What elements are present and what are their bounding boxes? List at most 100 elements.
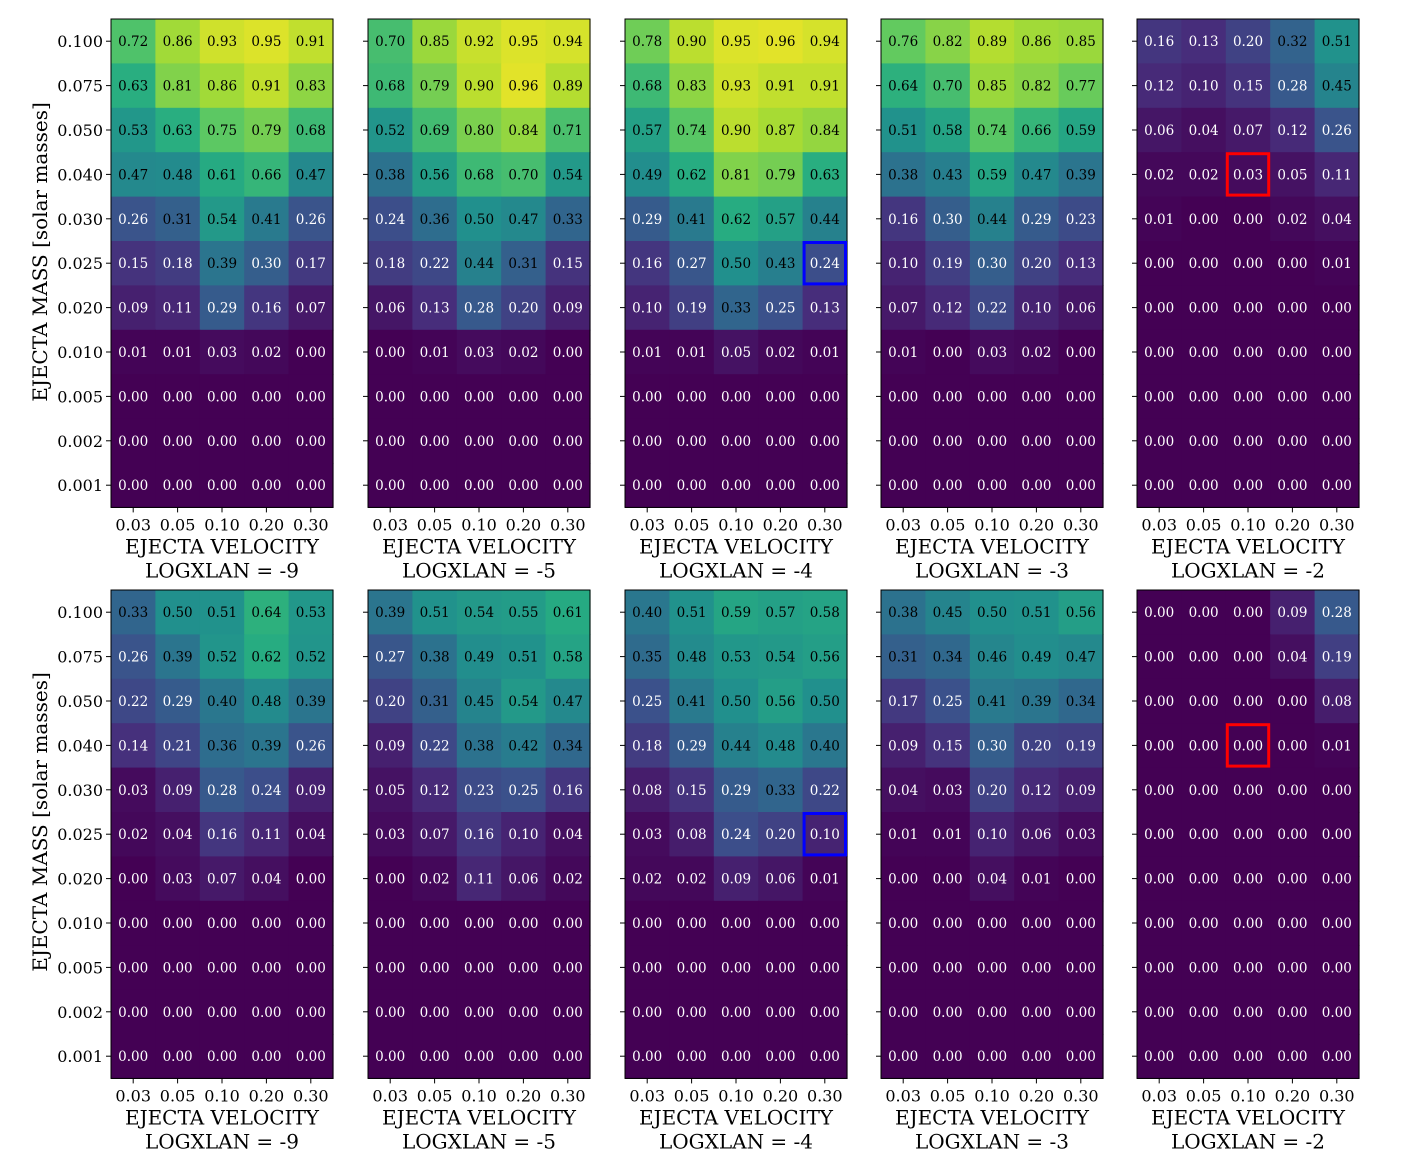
cell-value-label: 0.08 — [632, 783, 662, 799]
heatmap-cell — [456, 723, 502, 769]
x-tick-label: 0.20 — [763, 515, 799, 534]
heatmap-cell — [1270, 634, 1316, 680]
heatmap-cell — [1270, 285, 1316, 331]
cell-value-label: 0.12 — [1021, 783, 1051, 799]
cell-value-label: 0.15 — [677, 783, 707, 799]
cell-value-label: 0.77 — [1066, 79, 1096, 95]
heatmap-cell — [1137, 945, 1182, 991]
heatmap-cell — [925, 196, 971, 242]
cell-value-label: 0.49 — [1021, 650, 1051, 666]
cell-value-label: 0.03 — [977, 345, 1007, 361]
cell-value-label: 0.00 — [1233, 783, 1263, 799]
heatmap-cell — [501, 856, 547, 902]
heatmap-cell — [881, 989, 926, 1035]
cell-value-label: 0.47 — [296, 167, 326, 183]
y-tick-label: 0.002 — [57, 1003, 103, 1022]
heatmap-cell — [625, 329, 670, 375]
heatmap-cell — [758, 723, 804, 769]
heatmap-cell — [412, 590, 458, 635]
heatmap-panel: 0.39 0.51 0.54 0.55 0.61 0.27 0.38 0.49 0.51 0.58… — [363, 589, 591, 1153]
cell-value-label: 0.51 — [1322, 34, 1352, 50]
cell-value-label: 0.52 — [207, 650, 237, 666]
cell-value-label: 0.39 — [163, 650, 193, 666]
cell-value-label: 0.20 — [1021, 738, 1051, 754]
heatmap-cell — [501, 107, 547, 153]
heatmap-cell — [456, 900, 502, 946]
heatmap-cell — [412, 418, 458, 464]
cell-value-label: 0.38 — [375, 167, 405, 183]
cell-value-label: 0.00 — [1144, 738, 1174, 754]
highlight-box — [802, 812, 847, 857]
heatmap-cell — [244, 634, 290, 680]
cell-value-label: 0.20 — [765, 827, 795, 843]
heatmap-cell — [669, 152, 715, 198]
heatmap-cell — [1225, 945, 1271, 991]
heatmap-cell — [1058, 945, 1104, 991]
heatmap-cell — [456, 418, 502, 464]
heatmap-cell — [501, 196, 547, 242]
heatmap-cell — [669, 19, 715, 64]
heatmap-cell — [111, 374, 156, 420]
cell-value-label: 0.04 — [163, 827, 193, 843]
heatmap-cell — [1181, 107, 1227, 153]
cell-value-label: 0.00 — [1066, 916, 1096, 932]
cell-value-label: 0.29 — [1021, 212, 1051, 228]
heatmap-cell — [111, 945, 156, 991]
heatmap-cell — [199, 1034, 245, 1079]
heatmap-cell — [288, 856, 334, 902]
heatmap-cell — [456, 463, 502, 508]
heatmap-cell — [456, 152, 502, 198]
cell-value-label: 0.00 — [296, 434, 326, 450]
heatmap-cell — [155, 418, 201, 464]
heatmap-cell — [669, 590, 715, 635]
heatmap-cell — [969, 900, 1015, 946]
cell-value-label: 0.96 — [765, 34, 795, 50]
cell-value-label: 0.12 — [1144, 79, 1174, 95]
cell-value-label: 0.48 — [765, 738, 795, 754]
cell-value-label: 0.43 — [933, 167, 963, 183]
heatmap-cell — [925, 329, 971, 375]
heatmap-cell — [1225, 463, 1271, 508]
cell-value-label: 0.13 — [1189, 34, 1219, 50]
heatmap-cell — [545, 329, 591, 375]
heatmap-cell — [155, 107, 201, 153]
heatmap-cell — [1181, 19, 1227, 64]
heatmap-cell — [288, 19, 334, 64]
cell-value-label: 0.00 — [163, 1049, 193, 1065]
cell-value-label: 0.28 — [464, 301, 494, 317]
cell-value-label: 0.00 — [810, 434, 840, 450]
cell-value-label: 0.00 — [1144, 960, 1174, 976]
cell-value-label: 0.00 — [1021, 389, 1051, 405]
cell-value-label: 0.00 — [888, 389, 918, 405]
x-tick-label: 0.20 — [1275, 515, 1311, 534]
cell-value-label: 0.95 — [251, 34, 281, 50]
cell-value-label: 0.00 — [1277, 783, 1307, 799]
cell-value-label: 0.01 — [1021, 872, 1051, 888]
x-tick-label: 0.10 — [1230, 1086, 1266, 1105]
heatmap-cell — [1225, 418, 1271, 464]
heatmap-cell — [545, 285, 591, 331]
heatmap-cell — [111, 63, 156, 109]
cell-value-label: 0.25 — [632, 694, 662, 710]
heatmap-cell — [1058, 63, 1104, 109]
cell-value-label: 0.24 — [721, 827, 751, 843]
cell-value-label: 0.64 — [888, 79, 918, 95]
heatmap-cell — [288, 1034, 334, 1079]
heatmap-cell — [1058, 374, 1104, 420]
heatmap-cell — [969, 152, 1015, 198]
heatmap-cell — [713, 1034, 759, 1079]
heatmap-cell — [199, 856, 245, 902]
cell-value-label: 0.14 — [118, 738, 148, 754]
heatmap-cell — [244, 678, 290, 724]
heatmap-cell — [244, 1034, 290, 1079]
cell-value-label: 0.81 — [721, 167, 751, 183]
heatmap-cell — [111, 723, 156, 769]
heatmap-cell — [1014, 418, 1060, 464]
cell-value-label: 0.12 — [420, 783, 450, 799]
heatmap-cell — [199, 900, 245, 946]
heatmap-cell — [1314, 63, 1360, 109]
heatmap-cell — [111, 989, 156, 1035]
heatmap-cell — [244, 463, 290, 508]
x-axis-title: EJECTA VELOCITY — [639, 534, 834, 558]
x-axis-title: EJECTA VELOCITY — [895, 1105, 1090, 1129]
